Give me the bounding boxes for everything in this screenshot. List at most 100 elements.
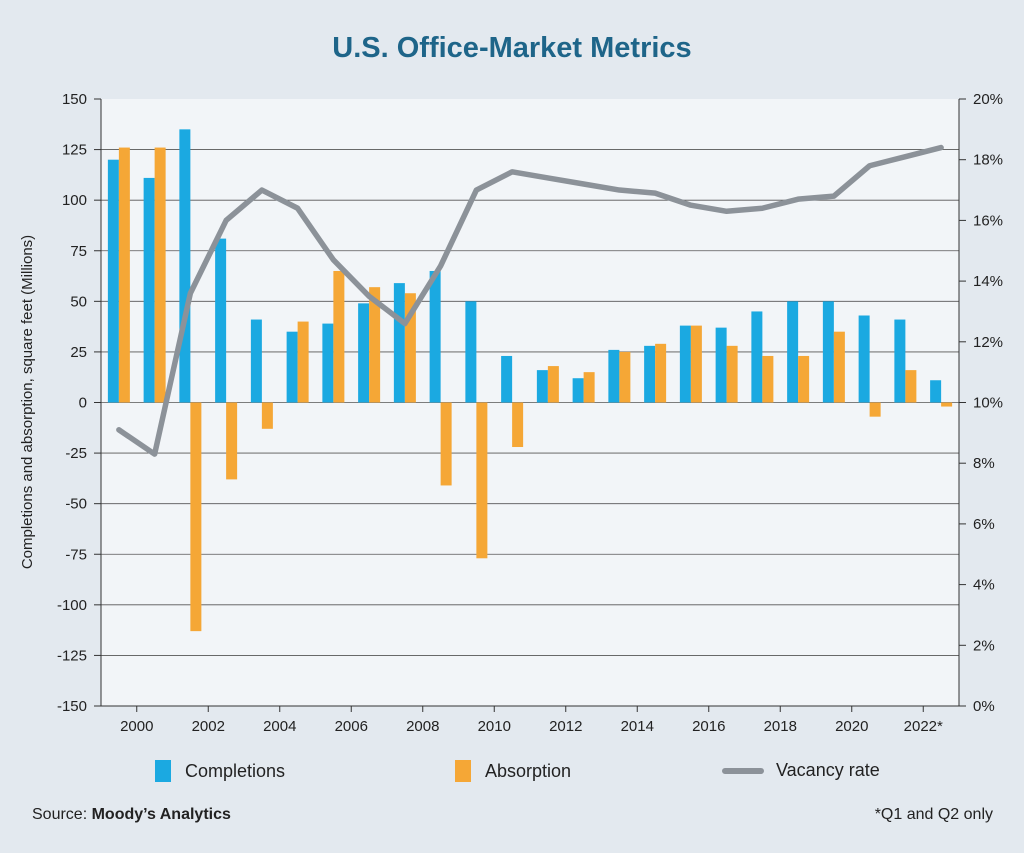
absorption-bar [869, 402, 881, 417]
y2-tick-label: 2% [973, 637, 995, 654]
legend-completions-label: Completions [185, 760, 286, 781]
absorption-bar [547, 366, 559, 403]
absorption-bar [440, 402, 452, 486]
absorption-bar [762, 355, 774, 403]
source-prefix: Source: [32, 806, 92, 823]
vacancy-swatch [722, 767, 764, 774]
completions-bar [679, 325, 691, 403]
absorption-bar [512, 402, 524, 448]
x-tick-label: 2010 [478, 718, 511, 735]
completions-bar [751, 311, 763, 403]
y-tick-label: 125 [62, 142, 87, 159]
y-tick-label: -100 [57, 597, 87, 614]
absorption-bar [369, 287, 381, 403]
x-tick-label: 2020 [835, 718, 868, 735]
y2-tick-label: 16% [973, 212, 1003, 229]
chart-area: 150 125 100 75 50 25 0 -25 -50 -75 -100 -125 -150 20… [19, 91, 1003, 735]
x-tick-label: 2004 [263, 718, 296, 735]
completions-bar [858, 315, 870, 403]
x-tick-label: 2012 [549, 718, 582, 735]
completions-bar [250, 319, 262, 403]
y-tick-label: 150 [62, 91, 87, 108]
completions-bar [358, 303, 370, 403]
completions-bar [215, 238, 227, 403]
absorption-bar [726, 345, 738, 403]
y2-tick-label: 14% [973, 273, 1003, 290]
y-tick-label: 0 [79, 395, 87, 412]
completions-bar [894, 319, 906, 403]
absorption-bar [154, 147, 166, 403]
absorption-bar [190, 402, 202, 632]
y-axis-label: Completions and absorption, square feet … [19, 235, 36, 569]
absorption-bar [118, 147, 130, 403]
x-tick-label: 2018 [764, 718, 797, 735]
chart-title: U.S. Office-Market Metrics [332, 32, 692, 64]
y2-tick-label: 10% [973, 395, 1003, 412]
completions-bar [715, 327, 727, 403]
completions-bar [608, 349, 620, 403]
y-tick-label: -75 [65, 546, 87, 563]
completions-bar [143, 177, 155, 403]
completions-bar [787, 301, 799, 403]
source-name: Moody’s Analytics [91, 806, 231, 823]
y2-tick-label: 0% [973, 698, 995, 715]
completions-bar [179, 129, 191, 403]
absorption-swatch [455, 760, 471, 782]
y2-tick-label: 4% [973, 577, 995, 594]
absorption-bar [619, 351, 631, 403]
legend-vacancy: Vacancy rate [722, 760, 880, 781]
y2-tick-label: 8% [973, 455, 995, 472]
y-tick-label: 25 [70, 344, 87, 361]
absorption-bar [261, 402, 273, 429]
completions-bar [286, 331, 298, 403]
x-axis: 2000 2002 2004 2006 2008 2010 2012 2014 2016 2018… [120, 706, 943, 735]
completions-bar [536, 370, 548, 403]
y-tick-label: 100 [62, 192, 87, 209]
y-tick-label: -125 [57, 647, 87, 664]
y-axis-left: 150 125 100 75 50 25 0 -25 -50 -75 -100 -125 -150 [57, 91, 101, 715]
x-tick-label: 2000 [120, 718, 153, 735]
absorption-bar [333, 270, 345, 403]
absorption-bar [583, 372, 595, 403]
completions-bar [644, 345, 656, 403]
footnote: *Q1 and Q2 only [874, 806, 993, 823]
y-axis-right: 20% 18% 16% 14% 12% 10% 8% 6% 4% 2% 0% [959, 91, 1003, 715]
x-tick-label: 2008 [406, 718, 439, 735]
y-tick-label: -150 [57, 698, 87, 715]
absorption-bar [297, 321, 309, 403]
bars [107, 129, 953, 632]
y2-tick-label: 12% [973, 334, 1003, 351]
completions-bar [322, 323, 334, 403]
legend-absorption-label: Absorption [485, 760, 572, 781]
absorption-bar [690, 325, 702, 403]
y-tick-label: 75 [70, 243, 87, 260]
x-tick-label: 2006 [335, 718, 368, 735]
absorption-bar [941, 402, 953, 407]
absorption-bar [226, 402, 238, 480]
y-tick-label: -50 [65, 496, 87, 513]
x-tick-label: 2014 [621, 718, 654, 735]
y-tick-label: 50 [70, 293, 87, 310]
absorption-bar [655, 343, 667, 403]
y2-tick-label: 18% [973, 152, 1003, 169]
legend-completions: Completions [155, 760, 285, 782]
vacancy-line-group [116, 144, 944, 457]
source-note: Source: Moody’s Analytics [32, 806, 231, 824]
y-tick-label: -25 [65, 445, 87, 462]
x-tick-label: 2002 [192, 718, 225, 735]
y2-tick-label: 20% [973, 91, 1003, 108]
absorption-bar [476, 402, 488, 559]
completions-bar [822, 301, 834, 403]
completions-bar [501, 355, 513, 403]
absorption-bar [404, 293, 416, 403]
vacancy-rate-line [116, 144, 944, 457]
legend-absorption: Absorption [455, 760, 571, 782]
completions-bar [930, 380, 942, 403]
completions-swatch [155, 760, 171, 782]
completions-bar [107, 159, 119, 403]
completions-bar [393, 283, 405, 403]
completions-bar [429, 270, 441, 403]
absorption-bar [798, 355, 810, 403]
legend-vacancy-label: Vacancy rate [776, 760, 880, 780]
absorption-bar [833, 331, 845, 403]
